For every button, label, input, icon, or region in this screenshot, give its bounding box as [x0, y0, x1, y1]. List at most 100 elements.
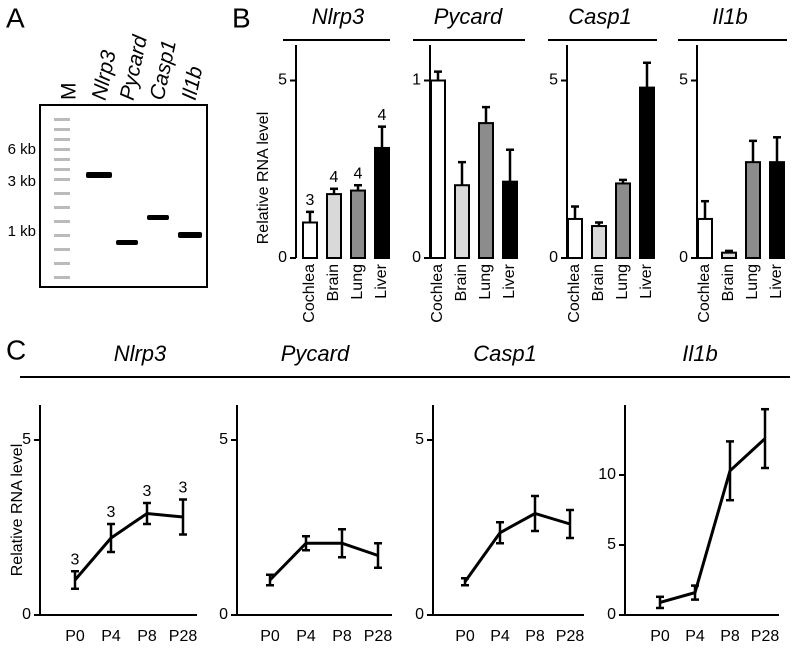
x-tick-label: Liver	[501, 263, 518, 298]
bar	[478, 122, 494, 259]
chart-title: Nlrp3	[312, 4, 365, 29]
y-tick-label: 0	[278, 249, 287, 266]
n-label: 3	[71, 551, 80, 568]
y-tick-label: 5	[679, 72, 688, 89]
y-tick-label: 0	[679, 249, 688, 266]
n-label: 4	[378, 107, 387, 124]
ladder-band	[54, 138, 70, 141]
bar	[615, 182, 631, 259]
chart-title: Pycard	[281, 341, 350, 366]
x-tick-label: P0	[260, 628, 280, 645]
x-tick-label: P8	[720, 628, 740, 645]
x-tick-label: P8	[137, 628, 157, 645]
lane-label: M	[58, 83, 81, 101]
chart-title: Il1b	[682, 341, 717, 366]
x-tick-label: Cochlea	[696, 264, 713, 323]
gel-band	[86, 172, 112, 178]
n-label: 3	[306, 192, 315, 209]
x-tick-label: Cochlea	[566, 264, 583, 323]
x-tick-label: P0	[650, 628, 670, 645]
gel-band	[147, 215, 169, 220]
ladder-band	[54, 148, 70, 151]
x-tick-label: Brain	[325, 264, 342, 301]
y-tick-label: 0	[219, 606, 228, 623]
x-tick-label: P4	[490, 628, 510, 645]
bar	[721, 251, 737, 260]
y-axis-label: Relative RNA level	[9, 444, 26, 577]
x-tick-label: P4	[101, 628, 121, 645]
x-tick-label: P8	[332, 628, 352, 645]
bar	[430, 79, 446, 259]
bar	[745, 161, 761, 259]
chart-title: Nlrp3	[114, 341, 167, 366]
lane-label: Il1b	[178, 64, 208, 102]
x-tick-label: P28	[556, 628, 585, 645]
y-tick-label: 5	[607, 536, 616, 553]
line	[73, 511, 184, 581]
bar	[639, 86, 655, 259]
gel-band	[116, 240, 138, 245]
chart-title: Pycard	[434, 4, 503, 29]
ladder-band	[54, 128, 70, 131]
y-tick-label: 5	[278, 72, 287, 89]
x-tick-label: Brain	[590, 264, 607, 301]
ladder-band	[54, 248, 70, 251]
bar	[374, 146, 390, 259]
y-tick-label: 0	[415, 606, 424, 623]
x-tick-label: P4	[685, 628, 705, 645]
bar	[350, 189, 366, 259]
x-tick-label: P0	[65, 628, 85, 645]
bar	[697, 217, 713, 259]
y-tick-label: 0	[412, 249, 421, 266]
panel-label: A	[6, 2, 25, 33]
bar	[302, 221, 318, 259]
panel-label: B	[232, 2, 251, 33]
size-label: 1 kb	[8, 223, 36, 240]
x-tick-label: Brain	[453, 264, 470, 301]
y-tick-label: 10	[598, 466, 616, 483]
n-label: 3	[143, 483, 152, 500]
ladder-band	[54, 220, 70, 223]
size-label: 3 kb	[8, 173, 36, 190]
gel	[39, 104, 208, 288]
ladder-band	[54, 234, 70, 237]
bar	[769, 161, 785, 259]
x-tick-label: P28	[169, 628, 198, 645]
y-axis-label: Relative RNA level	[255, 112, 272, 245]
x-tick-label: Liver	[768, 263, 785, 298]
x-tick-label: Cochlea	[429, 264, 446, 323]
bar	[326, 193, 342, 260]
ladder-band	[54, 276, 70, 279]
ladder-band	[54, 206, 70, 209]
x-tick-label: Cochlea	[301, 264, 318, 323]
line	[659, 437, 767, 604]
x-tick-label: P8	[525, 628, 545, 645]
bar	[454, 184, 470, 260]
bar	[567, 217, 583, 259]
ladder-band	[54, 262, 70, 265]
n-label: 4	[354, 165, 363, 182]
x-tick-label: Liver	[638, 263, 655, 298]
y-tick-label: 5	[22, 431, 31, 448]
line	[463, 511, 571, 583]
y-tick-label: 5	[415, 431, 424, 448]
x-tick-label: P0	[455, 628, 475, 645]
bar	[502, 180, 518, 259]
x-tick-label: P28	[364, 628, 393, 645]
x-tick-label: Lung	[744, 264, 761, 300]
size-label: 6 kb	[8, 141, 36, 158]
x-tick-label: Lung	[349, 264, 366, 300]
chart-title: Casp1	[568, 4, 632, 29]
chart-title: Il1b	[712, 4, 747, 29]
y-tick-label: 5	[219, 431, 228, 448]
ladder-band	[54, 118, 70, 121]
y-tick-label: 5	[549, 72, 558, 89]
x-tick-label: Lung	[477, 264, 494, 300]
gel-band	[178, 232, 202, 238]
x-tick-label: P4	[296, 628, 316, 645]
y-tick-label: 1	[412, 72, 421, 89]
n-label: 3	[179, 480, 188, 497]
x-tick-label: P28	[751, 628, 780, 645]
